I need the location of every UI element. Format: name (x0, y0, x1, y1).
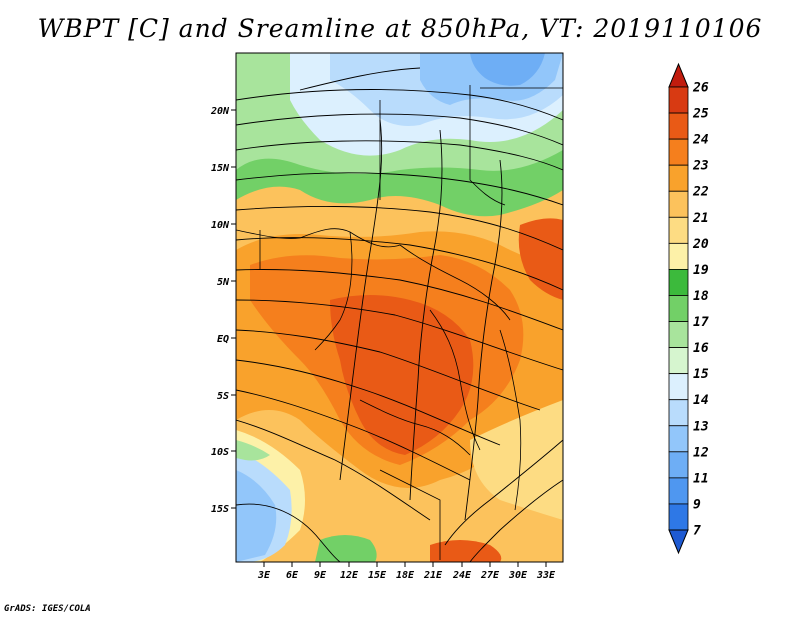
colorbar-label: 11 (693, 471, 709, 486)
grads-credit: GrADS: IGES/COLA (4, 604, 91, 614)
lon-tick-label: 30E (508, 570, 528, 581)
colorbar-box (668, 242, 689, 270)
field-red-east (518, 218, 563, 300)
colorbar-box (668, 269, 689, 296)
colorbar-box (668, 216, 689, 244)
colorbar-label: 18 (693, 289, 709, 304)
lon-tick-label: 9E (314, 570, 327, 581)
colorbar-box (668, 425, 689, 453)
colorbar-label: 22 (692, 185, 709, 200)
field-blue-sw (236, 470, 277, 562)
colorbar-box (668, 399, 689, 427)
lon-tick-label: 6E (286, 570, 299, 581)
lon-tick-label: 21E (423, 570, 443, 581)
colorbar: 26 25 24 23 22 21 20 19 18 17 16 15 14 13 12 11 9 7 (668, 62, 709, 555)
field-red-core (330, 295, 474, 455)
colorbar-box (668, 451, 689, 479)
colorbar-box (668, 347, 689, 375)
colorbar-label: 13 (693, 419, 709, 434)
colorbar-label: 16 (693, 341, 709, 356)
colorbar-box (668, 295, 689, 322)
lon-tick-label: 33E (536, 570, 556, 581)
colorbar-label: 15 (693, 367, 709, 382)
colorbar-box (668, 138, 689, 166)
lon-tick-label: 27E (480, 570, 500, 581)
field-green-south (315, 535, 377, 562)
lon-tick-label: 24E (452, 570, 472, 581)
map-frame (235, 52, 564, 563)
streamlines (236, 67, 563, 562)
colorbar-label: 20 (692, 237, 709, 252)
colorbar-label: 7 (693, 524, 701, 539)
field-red-south (430, 540, 502, 562)
colorbar-box (668, 373, 689, 401)
colorbar-label: 9 (693, 497, 701, 512)
lon-axis: 3E 6E 9E 12E 15E 18E 21E 24E 27E 30E 33E (257, 562, 556, 581)
colorbar-box (668, 86, 689, 114)
lon-tick-label: 12E (340, 570, 359, 581)
colorbar-top-triangle (668, 62, 689, 88)
field-blue-north-core (470, 53, 545, 86)
lat-tick-label: 10N (211, 220, 230, 231)
colorbar-boxes (668, 86, 689, 531)
colorbar-labels: 26 25 24 23 22 21 20 19 18 17 16 15 14 13 12 11 9 7 (692, 81, 709, 539)
field-yellow-se (470, 400, 563, 520)
colorbar-label: 12 (693, 445, 709, 460)
colorbar-label: 23 (692, 159, 709, 174)
colorbar-label: 25 (692, 107, 709, 122)
map-title: WBPT [C] and Sreamline at 850hPa, VT: 20… (37, 14, 763, 43)
country-borders (236, 85, 563, 560)
lon-tick-label: 15E (368, 570, 387, 581)
lon-tick-label: 18E (396, 570, 415, 581)
lat-tick-label: 15N (211, 163, 230, 174)
lat-axis: 20N 15N 10N 5N EQ 5S 10S 15S (210, 106, 236, 515)
lon-tick-label: 3E (257, 570, 271, 581)
colorbar-box (668, 321, 689, 348)
colorbar-label: 19 (693, 263, 709, 278)
lat-tick-label: 15S (211, 504, 229, 515)
colorbar-label: 21 (692, 211, 709, 226)
colorbar-box (668, 190, 689, 218)
colorbar-label: 14 (693, 393, 709, 408)
colorbar-box (668, 164, 689, 192)
field-lightgreen-sw (236, 440, 270, 461)
lat-tick-label: EQ (217, 334, 229, 345)
lat-tick-label: 5N (217, 277, 230, 288)
colorbar-box (668, 112, 689, 140)
wbpt-field (236, 53, 563, 562)
lat-tick-label: 5S (217, 391, 229, 402)
lat-tick-label: 20N (210, 106, 230, 117)
colorbar-bottom-triangle (668, 529, 689, 555)
colorbar-label: 26 (692, 81, 709, 96)
lat-tick-label: 10S (211, 447, 229, 458)
colorbar-label: 17 (693, 315, 709, 330)
colorbar-box (668, 477, 689, 505)
colorbar-label: 24 (692, 133, 709, 148)
colorbar-box (668, 503, 689, 531)
